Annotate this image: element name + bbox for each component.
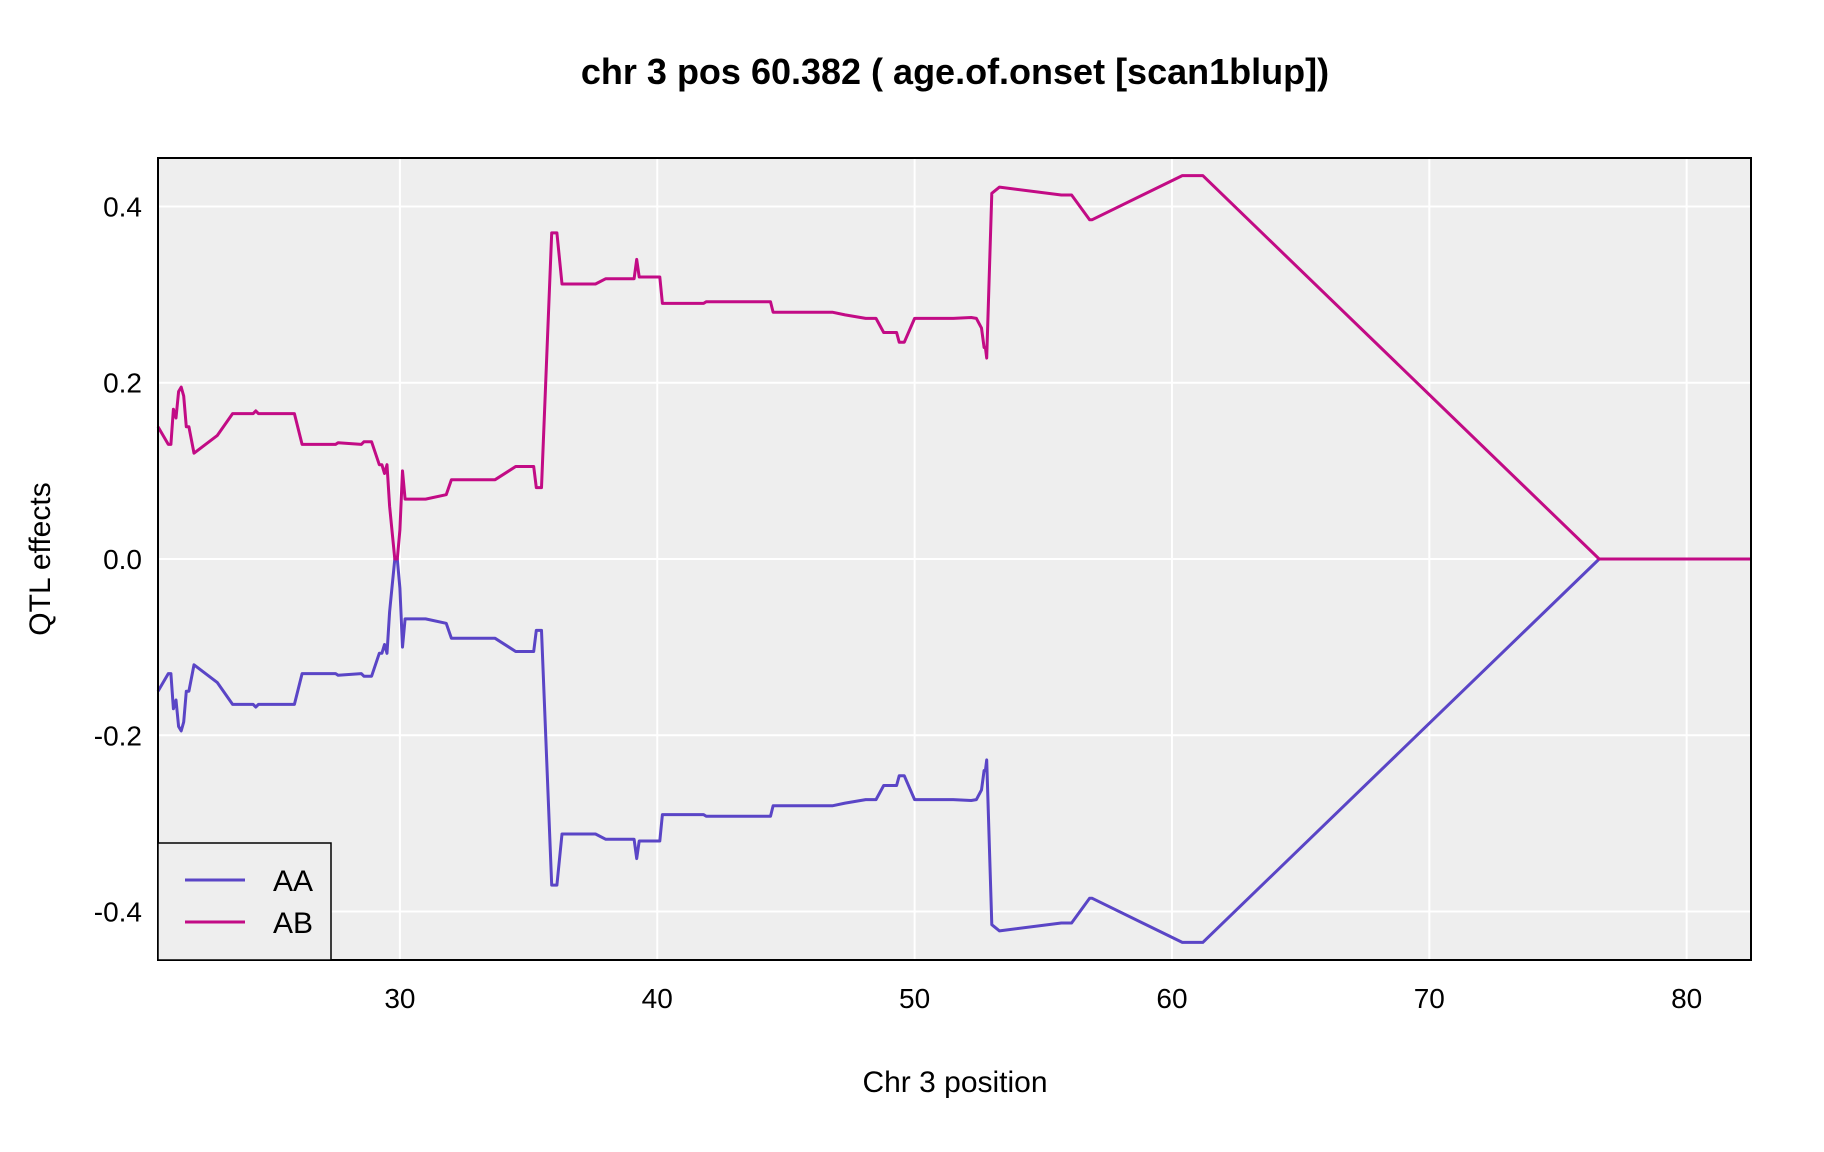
y-tick-label: -0.2: [94, 720, 142, 751]
plot-frame: [157, 157, 1752, 961]
y-axis-ticks: -0.4 -0.2 0.0 0.2 0.4: [94, 191, 142, 927]
x-tick-label: 40: [642, 983, 673, 1014]
chart-title: chr 3 pos 60.382 ( age.of.onset [scan1bl…: [581, 51, 1329, 92]
x-axis-label: Chr 3 position: [862, 1066, 1047, 1099]
series-line-aa: [156, 557, 1751, 944]
legend-label-ab: AB: [273, 907, 313, 940]
series-layer: [156, 174, 1751, 944]
legend: AA AB: [157, 842, 332, 961]
y-axis-label: QTL effects: [24, 482, 57, 635]
x-tick-label: 50: [899, 983, 930, 1014]
x-axis-ticks: 30 40 50 60 70 80: [384, 983, 1702, 1014]
y-tick-label: 0.4: [103, 191, 142, 222]
legend-box: [157, 842, 332, 961]
series-line-ab: [156, 174, 1751, 561]
x-tick-label: 60: [1156, 983, 1187, 1014]
x-tick-label: 80: [1671, 983, 1702, 1014]
x-tick-label: 70: [1414, 983, 1445, 1014]
y-tick-label: 0.0: [103, 544, 142, 575]
y-tick-label: -0.4: [94, 897, 142, 928]
legend-label-aa: AA: [273, 865, 313, 898]
y-tick-label: 0.2: [103, 368, 142, 399]
x-tick-label: 30: [384, 983, 415, 1014]
grid: [158, 158, 1751, 960]
